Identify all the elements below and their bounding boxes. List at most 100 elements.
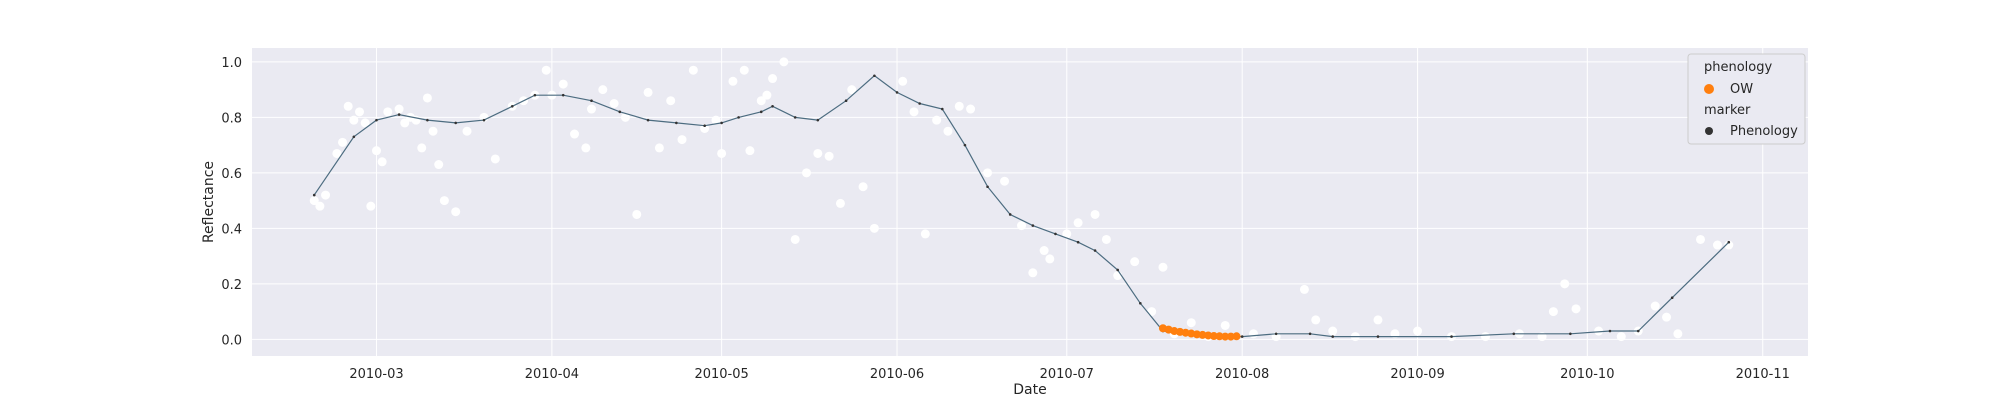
- x-tick-label: 2010-08: [1215, 367, 1269, 382]
- raw-point: [321, 190, 331, 200]
- raw-point: [666, 96, 676, 106]
- smoothed-point: [1031, 224, 1035, 227]
- raw-point: [428, 126, 438, 136]
- legend-ow-marker: [1704, 84, 1714, 94]
- raw-point: [954, 101, 964, 111]
- raw-point: [1186, 318, 1196, 328]
- raw-point: [1616, 332, 1626, 342]
- smoothed-point: [1008, 213, 1012, 216]
- x-tick-label: 2010-06: [870, 367, 924, 382]
- phenology-point: [1226, 332, 1235, 341]
- raw-point: [598, 85, 608, 95]
- raw-point: [1724, 240, 1734, 250]
- raw-point: [824, 151, 834, 161]
- smoothed-series: [312, 74, 1731, 338]
- smoothed-point: [816, 118, 820, 122]
- smoothed-point: [1308, 332, 1312, 336]
- raw-point: [983, 168, 993, 178]
- raw-point: [728, 76, 738, 86]
- raw-point: [1130, 257, 1140, 267]
- raw-point: [717, 148, 727, 158]
- x-tick-label: 2010-03: [349, 367, 403, 382]
- x-tick-labels: 2010-03 2010-04 2010-05 2010-06 2010-07 2010-…: [349, 367, 1790, 382]
- smoothed-point: [1331, 335, 1335, 338]
- raw-point: [1000, 176, 1010, 186]
- raw-point: [1158, 262, 1168, 272]
- raw-point: [932, 115, 942, 125]
- smoothed-point: [675, 121, 678, 125]
- smoothed-point: [1139, 301, 1142, 305]
- y-tick-labels: 0.0 0.2 0.4 0.6 0.8 1.0: [221, 56, 242, 348]
- smoothed-point: [873, 74, 876, 78]
- smoothed-point: [426, 118, 429, 122]
- raw-observation-points: [309, 57, 1734, 342]
- raw-point: [1248, 329, 1258, 339]
- raw-point: [558, 79, 568, 89]
- raw-point: [309, 196, 319, 206]
- raw-point: [1220, 320, 1230, 330]
- smoothed-point: [895, 91, 899, 94]
- smoothed-point: [561, 93, 565, 97]
- raw-point: [343, 101, 353, 111]
- raw-point: [1039, 246, 1049, 256]
- legend-title-phenology: phenology: [1704, 60, 1772, 75]
- raw-point: [586, 104, 596, 114]
- raw-point: [1662, 312, 1672, 322]
- raw-point: [332, 148, 342, 158]
- smoothed-point: [940, 107, 944, 111]
- raw-point: [1073, 218, 1083, 228]
- raw-point: [1480, 332, 1490, 342]
- smoothed-point: [918, 102, 921, 105]
- raw-point: [315, 201, 325, 211]
- raw-point: [700, 123, 710, 133]
- x-tick-label: 2010-11: [1736, 367, 1790, 382]
- raw-point: [377, 157, 387, 167]
- raw-point: [654, 143, 664, 153]
- raw-point: [541, 65, 551, 75]
- smoothed-point: [1240, 335, 1244, 338]
- phenology-point: [1232, 332, 1241, 341]
- raw-point: [383, 107, 393, 117]
- y-tick-label: 0.2: [221, 278, 242, 293]
- smoothed-point: [1116, 268, 1120, 272]
- smoothed-point: [1450, 335, 1453, 338]
- raw-point: [1594, 326, 1604, 336]
- smoothed-point: [533, 93, 537, 97]
- raw-point: [1045, 254, 1055, 264]
- raw-point: [1712, 240, 1722, 250]
- phenology-point: [1215, 332, 1224, 341]
- raw-point: [711, 115, 721, 125]
- x-tick-label: 2010-10: [1560, 367, 1614, 382]
- smoothed-point: [737, 116, 740, 119]
- raw-point: [1028, 268, 1038, 278]
- y-tick-label: 0.0: [221, 333, 242, 348]
- smoothed-point: [1670, 296, 1674, 300]
- raw-point: [643, 87, 653, 97]
- raw-point: [1373, 315, 1383, 325]
- raw-point: [1101, 234, 1111, 244]
- x-tick-label: 2010-09: [1390, 367, 1444, 382]
- raw-point: [1062, 229, 1072, 239]
- smoothed-point: [312, 193, 316, 197]
- raw-point: [745, 146, 755, 156]
- raw-point: [349, 115, 359, 125]
- raw-point: [1328, 326, 1338, 336]
- smoothed-point: [454, 121, 457, 125]
- x-tick-label: 2010-07: [1040, 367, 1094, 382]
- x-tick-label: 2010-05: [694, 367, 748, 382]
- raw-point: [422, 93, 432, 103]
- raw-point: [779, 57, 789, 67]
- raw-point: [451, 207, 461, 217]
- smoothed-point: [352, 135, 356, 139]
- raw-point: [360, 118, 370, 128]
- raw-point: [581, 143, 591, 153]
- raw-point: [366, 201, 376, 211]
- raw-point: [417, 143, 427, 153]
- raw-point: [620, 112, 630, 122]
- smoothed-point: [1512, 332, 1516, 336]
- smoothed-point: [482, 118, 486, 122]
- legend-phenology-marker: [1705, 127, 1713, 135]
- raw-point: [858, 182, 868, 192]
- raw-point: [1413, 326, 1423, 336]
- raw-point: [1673, 329, 1683, 339]
